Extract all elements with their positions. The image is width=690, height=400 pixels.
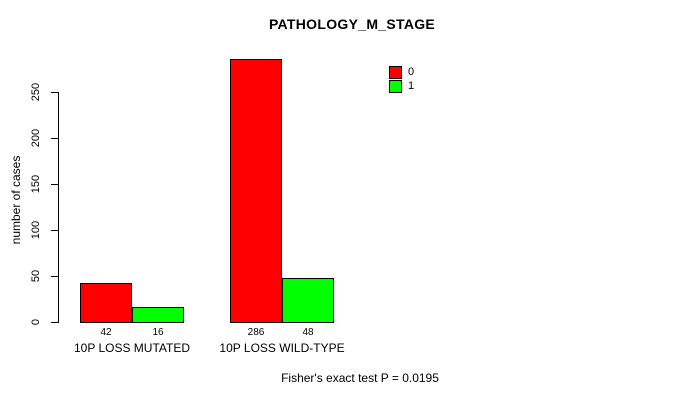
bar-value-label: 42 — [100, 327, 112, 338]
y-axis-tick — [51, 322, 58, 323]
y-axis-tick-label: 50 — [30, 269, 42, 283]
y-axis-tick — [51, 230, 58, 231]
legend-color-swatch — [389, 65, 402, 79]
legend-item-label: 0 — [408, 66, 415, 78]
y-axis-tick — [51, 92, 58, 93]
bar-value-label: 16 — [152, 327, 164, 338]
y-axis-tick-label: 0 — [30, 318, 42, 326]
x-category-label: 10P LOSS WILD-TYPE — [219, 341, 345, 355]
legend-item-label: 1 — [408, 80, 415, 92]
bar-10p-loss-wild-type-series-0 — [230, 59, 282, 323]
legend-item: 1 — [389, 79, 414, 93]
bar-value-label: 286 — [247, 327, 265, 338]
x-category-label: 10P LOSS MUTATED — [73, 341, 191, 355]
statistical-test-annotation: Fisher's exact test P = 0.0195 — [281, 371, 439, 385]
legend-item: 0 — [389, 65, 414, 79]
y-axis-tick-label: 250 — [30, 82, 42, 102]
bar-value-label: 48 — [302, 327, 314, 338]
y-axis-tick-label: 150 — [30, 174, 42, 194]
legend-color-swatch — [389, 79, 402, 93]
bar-10p-loss-wild-type-series-1 — [282, 278, 334, 323]
y-axis-line — [58, 92, 59, 323]
y-axis-label: number of cases — [9, 155, 23, 245]
y-axis-tick-label: 100 — [30, 220, 42, 240]
y-axis-tick — [51, 138, 58, 139]
y-axis-tick — [51, 276, 58, 277]
chart-title: PATHOLOGY_M_STAGE — [268, 16, 436, 32]
y-axis-tick-label: 200 — [30, 128, 42, 148]
bar-10p-loss-mutated-series-1 — [132, 307, 184, 323]
y-axis-tick — [51, 184, 58, 185]
bar-10p-loss-mutated-series-0 — [80, 283, 132, 323]
